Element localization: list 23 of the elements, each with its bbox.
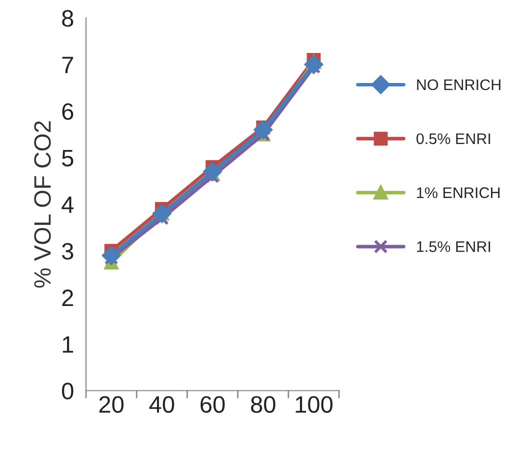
legend-label: 1% ENRICH	[417, 187, 500, 198]
y-tick-label: 1	[62, 336, 74, 353]
y-tick-label: 6	[62, 103, 74, 120]
point	[203, 162, 222, 181]
y-tick-label: 8	[62, 10, 74, 27]
x-tick-label: 80	[251, 396, 276, 413]
point	[304, 55, 323, 74]
y-tick-label: 3	[62, 242, 74, 260]
y-tick-label: 0	[62, 382, 74, 400]
y-tick-label: 4	[62, 196, 74, 213]
point	[102, 246, 121, 265]
x-tick-label: 60	[200, 396, 225, 413]
legend-label: 1.5% ENRI	[417, 241, 490, 252]
legend-label: NO ENRICH	[417, 79, 500, 90]
y-tick-label: 7	[62, 56, 74, 74]
x-tick-label: 100	[296, 396, 332, 413]
x-tick-label: 40	[149, 396, 174, 413]
y-tick-label: 5	[62, 150, 74, 166]
y-axis-title: % VOL OF CO2	[34, 121, 51, 288]
point	[254, 120, 272, 140]
legend-label: 0.5% ENRI	[416, 133, 490, 144]
y-tick-label: 2	[62, 290, 74, 306]
x-tick-label: 20	[99, 396, 124, 413]
